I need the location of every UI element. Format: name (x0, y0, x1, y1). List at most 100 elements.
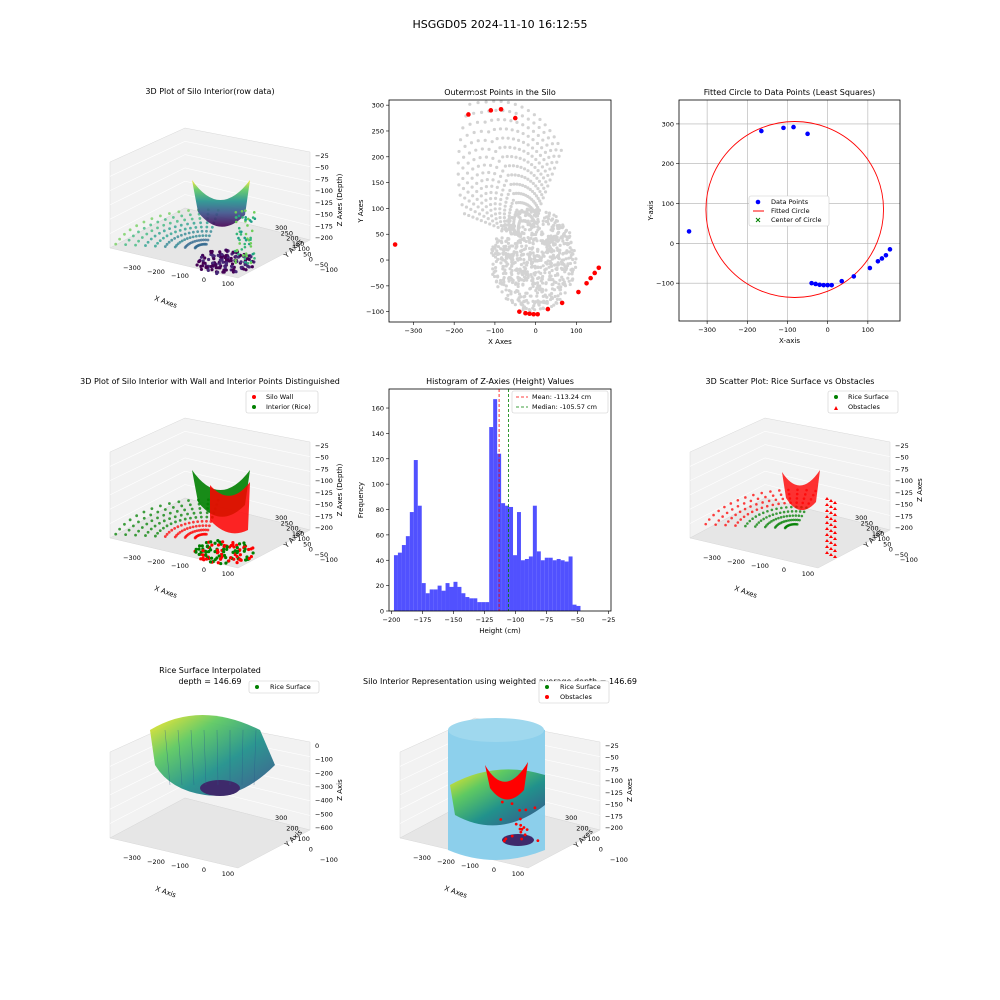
data-point (498, 220, 503, 224)
y-tick-label: 300 (372, 102, 384, 110)
data-point (771, 494, 775, 497)
data-point (195, 529, 199, 533)
plot-subtitle: depth = 146.69 (178, 677, 241, 686)
data-point (531, 306, 535, 310)
data-point (225, 547, 229, 551)
data-point (187, 499, 190, 502)
axes-frame (388, 388, 612, 612)
data-point (493, 255, 498, 259)
silo-top (448, 718, 544, 742)
histogram-bar (433, 589, 438, 611)
data-point (512, 252, 516, 256)
data-point (196, 520, 200, 524)
data-point (540, 193, 544, 197)
data-point (200, 264, 205, 268)
data-point (537, 161, 541, 165)
data-point (532, 238, 536, 242)
data-point (510, 154, 514, 159)
data-point (536, 247, 540, 251)
data-point (512, 191, 516, 196)
data-point (150, 229, 154, 233)
y-tick-label: 150 (372, 179, 384, 187)
data-point (173, 225, 177, 229)
data-point (251, 551, 255, 555)
data-point (518, 249, 523, 253)
data-point (514, 191, 518, 195)
data-point (544, 210, 548, 215)
data-point (572, 248, 576, 253)
grid-line (184, 141, 311, 167)
data-point (565, 238, 569, 242)
y-tick-label: 0 (380, 257, 384, 265)
legend-box (248, 680, 320, 694)
data-point (226, 258, 230, 262)
data-point (250, 265, 254, 269)
data-point (231, 542, 235, 546)
x-tick-label: 0 (534, 327, 538, 335)
data-point (508, 219, 512, 223)
histogram-bar (437, 585, 442, 611)
data-point (249, 241, 253, 245)
data-point (539, 265, 543, 269)
data-point (561, 267, 565, 271)
data-point (137, 230, 140, 234)
data-point (473, 210, 477, 214)
data-point (201, 548, 205, 553)
data-point (761, 511, 765, 515)
data-point (549, 148, 553, 153)
data-point (488, 163, 493, 167)
data-point (551, 238, 555, 242)
data-point (516, 289, 520, 293)
data-point (472, 111, 476, 115)
data-point (224, 248, 229, 252)
legend-label: Rice Surface (848, 393, 889, 401)
data-point (542, 130, 546, 135)
data-point (229, 259, 233, 263)
outermost-point (559, 300, 565, 306)
obstacle-point (518, 817, 522, 821)
histogram-bar (457, 586, 462, 611)
data-point (542, 158, 546, 162)
histogram-bar (409, 512, 414, 611)
data-point (525, 291, 529, 295)
histogram-bar (556, 558, 561, 611)
data-point (730, 516, 733, 520)
data-point (178, 240, 182, 244)
y-tick-label: 100 (662, 200, 674, 208)
data-point (509, 256, 513, 260)
data-point (142, 220, 146, 224)
obstacle-point (829, 499, 833, 502)
data-point (195, 263, 199, 267)
data-point (192, 511, 196, 515)
data-point (529, 179, 533, 183)
data-point (165, 524, 169, 528)
histogram-bar (461, 593, 466, 611)
data-point (532, 254, 536, 258)
data-point (124, 533, 128, 537)
data-point (205, 221, 209, 225)
data-point (499, 278, 503, 283)
x-tick-label: 100 (222, 570, 234, 578)
x-tick-label: −175 (414, 616, 432, 624)
data-point (235, 546, 239, 550)
x-axis-label: X Axes (153, 294, 178, 310)
data-point (537, 303, 541, 307)
data-point (526, 151, 530, 156)
obstacle-mass (485, 762, 528, 800)
data-point (167, 240, 171, 244)
data-point (499, 261, 503, 265)
fitted-circle (705, 121, 884, 298)
data-point (547, 155, 551, 159)
data-point (186, 222, 189, 226)
data-point (191, 235, 195, 239)
data-point (541, 306, 545, 311)
data-point (137, 520, 140, 524)
histogram-bar (405, 536, 410, 611)
data-point (461, 126, 465, 130)
data-point (545, 262, 549, 266)
y-tick-label: 300 (855, 514, 867, 522)
data-point (210, 268, 214, 272)
data-point (180, 239, 184, 243)
histogram-bars (393, 399, 581, 611)
data-point (778, 511, 782, 515)
